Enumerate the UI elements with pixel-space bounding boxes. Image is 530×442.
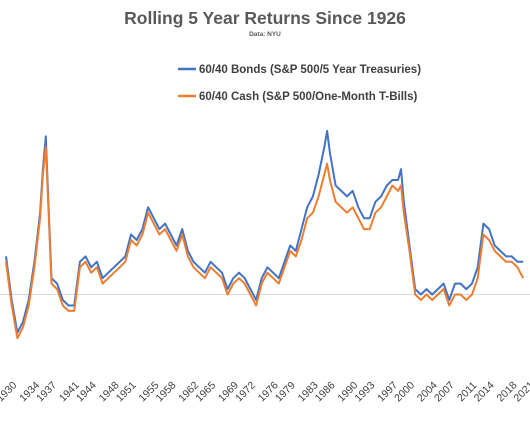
x-tick-label: 2014 (472, 379, 497, 404)
x-tick-label: 1965 (193, 379, 218, 404)
x-tick-label: 1993 (352, 379, 377, 404)
x-tick-label: 1972 (233, 379, 258, 404)
x-tick-label: 1958 (154, 379, 179, 404)
chart-title: Rolling 5 Year Returns Since 1926 (124, 8, 406, 28)
x-axis-labels: 1930193419371941194419481951195519581962… (0, 379, 530, 404)
legend: 60/40 Bonds (S&P 500/5 Year Treasuries) 6… (178, 64, 421, 103)
legend-label: 60/40 Bonds (S&P 500/5 Year Treasuries) (199, 64, 421, 76)
chart-subtitle: Data: NYU (249, 31, 281, 38)
x-tick-label: 1944 (74, 379, 99, 404)
legend-label: 60/40 Cash (S&P 500/One-Month T-Bills) (199, 91, 418, 103)
x-tick-label: 1979 (273, 379, 298, 404)
x-tick-label: 1951 (114, 379, 139, 404)
series-line-bonds (5, 129, 524, 334)
x-tick-label: 1930 (0, 379, 19, 404)
x-tick-label: 1937 (34, 379, 59, 404)
x-tick-label: 1986 (313, 379, 338, 404)
x-tick-label: 2000 (392, 379, 417, 404)
x-tick-label: 2007 (432, 379, 457, 404)
series-group (5, 129, 525, 340)
series-line-cash (5, 146, 525, 340)
